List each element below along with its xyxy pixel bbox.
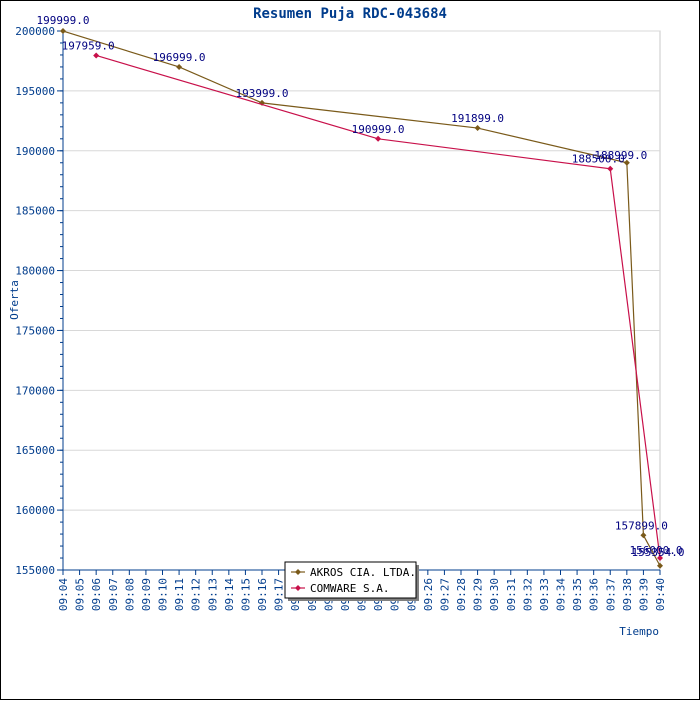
x-tick-label: 09:32 (521, 578, 534, 611)
data-label: 188999.0 (594, 149, 647, 162)
y-tick-label: 155000 (15, 564, 55, 577)
data-point (375, 135, 382, 142)
data-labels: 199999.0 196999.0 193999.0 191899.0 188999.0… (37, 14, 685, 559)
series-line (95, 54, 661, 559)
data-point (640, 532, 647, 539)
x-tick-label: 09:38 (621, 578, 634, 611)
x-tick-label: 09:12 (190, 578, 203, 611)
plot-area (62, 30, 661, 571)
x-tick-label: 09:33 (538, 578, 551, 611)
y-tick-label: 165000 (15, 444, 55, 457)
x-tick-label: 09:08 (123, 578, 136, 611)
y-tick-label: 185000 (15, 205, 55, 218)
data-label: 190999.0 (352, 123, 405, 136)
x-tick-label: 09:07 (107, 578, 120, 611)
legend-marker (295, 585, 301, 591)
data-label: 156000.0 (630, 544, 683, 557)
legend-label: AKROS CIA. LTDA. (310, 566, 416, 579)
data-label: 188500.0 (572, 153, 625, 166)
x-tick-label: 09:39 (637, 578, 650, 611)
x-tick-label: 09:15 (239, 578, 252, 611)
x-tick-label: 09:31 (505, 578, 518, 611)
data-label: 157899.0 (615, 519, 668, 532)
chart-title: Resumen Puja RDC-043684 (253, 6, 447, 22)
x-tick-label: 09:11 (173, 578, 186, 611)
y-tick-label: 190000 (15, 145, 55, 158)
legend-marker (295, 569, 301, 575)
x-tick-label: 09:05 (74, 578, 87, 611)
data-point (607, 165, 614, 172)
data-point (657, 555, 663, 562)
x-tick-label: 09:14 (223, 578, 236, 611)
data-point (176, 63, 183, 70)
data-label: 193999.0 (236, 87, 289, 100)
x-axis-label: Tiempo (619, 625, 659, 638)
data-point (93, 52, 100, 59)
x-tick-label: 09:36 (588, 578, 601, 611)
data-point (60, 28, 66, 35)
x-tick-label: 09:13 (206, 578, 219, 611)
data-point (623, 159, 630, 166)
y-tick-label: 175000 (15, 324, 55, 337)
x-tick-label: 09:27 (438, 578, 451, 611)
x-tick-label: 09:34 (555, 578, 568, 611)
x-tick-label: 09:16 (256, 578, 269, 611)
data-label: 191899.0 (451, 112, 504, 125)
x-tick-label: 09:09 (140, 578, 153, 611)
x-tick-label: 09:17 (273, 578, 286, 611)
y-tick-label: 160000 (15, 504, 55, 517)
y-axis-label: Oferta (8, 280, 21, 320)
x-tick-label: 09:26 (422, 578, 435, 611)
y-tick-label: 180000 (15, 265, 55, 278)
legend-label: COMWARE S.A. (310, 582, 389, 595)
data-point (474, 125, 481, 132)
x-tick-label: 09:40 (654, 578, 667, 611)
data-label: 155354.0 (632, 546, 685, 559)
data-label: 199999.0 (37, 14, 90, 27)
x-tick-label: 09:04 (57, 578, 70, 611)
x-tick-label: 09:37 (604, 578, 617, 611)
data-label: 196999.0 (153, 51, 206, 64)
legend-box (284, 561, 417, 599)
data-point (657, 562, 663, 569)
data-label: 197959.0 (62, 39, 115, 52)
y-tick-label: 170000 (15, 384, 55, 397)
legend: AKROS CIA. LTDA. COMWARE S.A. (284, 561, 419, 601)
y-tick-label: 200000 (15, 25, 55, 38)
x-tick-label: 09:29 (472, 578, 485, 611)
series (60, 28, 663, 569)
grid (62, 30, 661, 571)
y-tick-label: 195000 (15, 85, 55, 98)
x-tick-label: 09:28 (455, 578, 468, 611)
x-tick-label: 09:06 (90, 578, 103, 611)
x-tick-label: 09:35 (571, 578, 584, 611)
x-tick-label: 09:30 (488, 578, 501, 611)
x-tick-label: 09:10 (157, 578, 170, 611)
